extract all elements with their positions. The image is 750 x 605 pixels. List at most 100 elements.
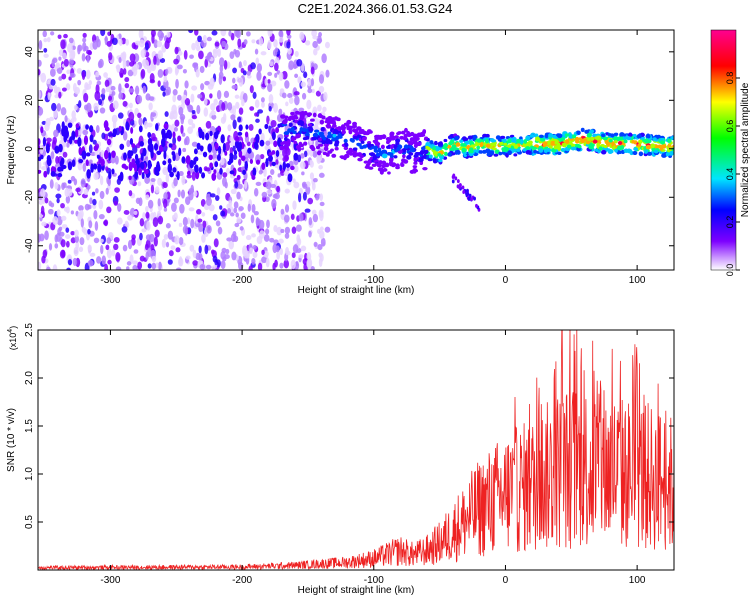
spectrogram-cell xyxy=(214,161,219,168)
spectrogram-cell xyxy=(279,262,284,269)
spectrogram-cell xyxy=(230,114,236,121)
spectrogram-cell xyxy=(173,177,178,187)
spectrogram-cell xyxy=(99,238,104,243)
spectrogram-cell xyxy=(451,179,455,184)
spectrogram-cell xyxy=(319,119,325,125)
spectrogram-cell xyxy=(161,238,167,248)
spectrogram-cell xyxy=(327,131,332,136)
spectrogram-cell xyxy=(194,156,199,162)
spectrogram-cell xyxy=(111,114,118,124)
spectrogram-cell xyxy=(234,181,239,189)
spectrogram-cell xyxy=(84,82,89,91)
spectrogram-cell xyxy=(319,193,324,201)
spectrogram-cell xyxy=(82,37,87,43)
spectrogram-cell xyxy=(143,169,149,175)
spectrogram-x-ticks: -300 -200 -100 0 100 xyxy=(100,30,646,286)
spectrogram-cell xyxy=(343,153,350,159)
spectrogram-cell xyxy=(43,170,48,178)
spectrogram-cell xyxy=(48,243,53,251)
snr-y-tick-label: 1.0 xyxy=(24,467,35,481)
spectrogram-cell xyxy=(284,115,289,119)
spectrogram-cell xyxy=(72,257,78,267)
spectrogram-cell xyxy=(101,255,107,265)
spectrogram-cell xyxy=(610,133,615,138)
spectrogram-cell xyxy=(318,252,323,258)
spectrogram-cell xyxy=(197,93,203,99)
spectrogram-cell xyxy=(100,30,106,37)
spectrogram-cell xyxy=(274,62,279,72)
spectrogram-cell xyxy=(270,168,275,175)
spectrogram-cell xyxy=(87,244,92,251)
spectrogram-cell xyxy=(348,129,353,135)
spectrogram-cell xyxy=(522,143,528,148)
spectrogram-cell xyxy=(210,103,216,111)
spectrogram-cell xyxy=(130,126,134,134)
spectrogram-x-axis-label: Height of straight line (km) xyxy=(298,285,415,296)
spectrogram-cell xyxy=(208,154,213,161)
spectrogram-cell xyxy=(269,237,275,243)
spectrogram-cell xyxy=(475,203,478,208)
spectrogram-cell xyxy=(261,162,266,171)
spectrogram-cell xyxy=(249,85,254,94)
spectrogram-cell xyxy=(133,163,138,173)
spectrogram-cell xyxy=(134,85,140,96)
spectrogram-cell xyxy=(318,131,324,136)
spectrogram-cell xyxy=(564,133,570,137)
spectrogram-cell xyxy=(357,142,362,147)
spectrogram-cell xyxy=(112,128,118,136)
spectrogram-y-tick-label: 0 xyxy=(24,146,35,152)
spectrogram-cell xyxy=(374,141,381,146)
spectrogram-cell xyxy=(171,214,176,221)
spectrogram-cell xyxy=(267,39,272,50)
spectrogram-cell xyxy=(189,244,195,252)
spectrogram-cell xyxy=(220,210,226,217)
spectrogram-cell xyxy=(498,151,503,156)
spectrogram-cell xyxy=(236,174,241,181)
spectrogram-cell xyxy=(574,139,580,144)
spectrogram-cell xyxy=(542,142,548,147)
spectrogram-cell xyxy=(363,160,369,164)
spectrogram-cell xyxy=(198,166,203,174)
spectrogram-cell xyxy=(93,145,99,152)
spectrogram-cell xyxy=(127,69,134,77)
spectrogram-cell xyxy=(287,93,293,99)
spectrogram-cell xyxy=(147,143,153,152)
spectrogram-cell xyxy=(283,136,288,142)
spectrogram-cell xyxy=(111,37,118,46)
spectrogram-cell xyxy=(67,161,73,171)
snr-y-tick-label: 1.5 xyxy=(24,419,35,433)
spectrogram-cell xyxy=(258,37,264,46)
spectrogram-cell xyxy=(174,235,180,245)
spectrogram-cell xyxy=(148,96,155,101)
spectrogram-cell xyxy=(313,241,318,247)
spectrogram-cell xyxy=(189,54,194,59)
spectrogram-cell xyxy=(275,159,279,165)
spectrogram-cell xyxy=(385,140,390,145)
spectrogram-cell xyxy=(93,237,100,244)
spectrogram-cell xyxy=(318,74,325,84)
spectrogram-cell xyxy=(58,143,63,153)
spectrogram-cell xyxy=(449,134,455,138)
spectrogram-cell xyxy=(154,186,160,194)
spectrogram-cell xyxy=(618,150,623,154)
spectrogram-cell xyxy=(45,143,50,154)
spectrogram-cell xyxy=(256,71,262,81)
spectrogram-cell xyxy=(308,217,313,226)
spectrogram-cell xyxy=(139,218,145,227)
spectrogram-cell xyxy=(290,111,295,116)
spectrogram-cell xyxy=(161,137,166,148)
spectrogram-cell xyxy=(435,146,440,150)
spectrogram-cell xyxy=(462,190,466,195)
spectrogram-cell xyxy=(273,39,278,48)
spectrogram-cell xyxy=(62,52,67,60)
spectrogram-cell xyxy=(194,164,199,173)
spectrogram-cell xyxy=(38,261,42,270)
spectrogram-cell xyxy=(429,140,434,145)
spectrogram-cell xyxy=(248,124,254,131)
spectrogram-cell xyxy=(331,124,337,128)
spectrogram-cell xyxy=(493,153,499,157)
spectrogram-cell xyxy=(178,257,184,267)
spectrogram-cell xyxy=(209,130,213,137)
spectrogram-cell xyxy=(473,196,476,201)
spectrogram-cell xyxy=(100,149,105,158)
